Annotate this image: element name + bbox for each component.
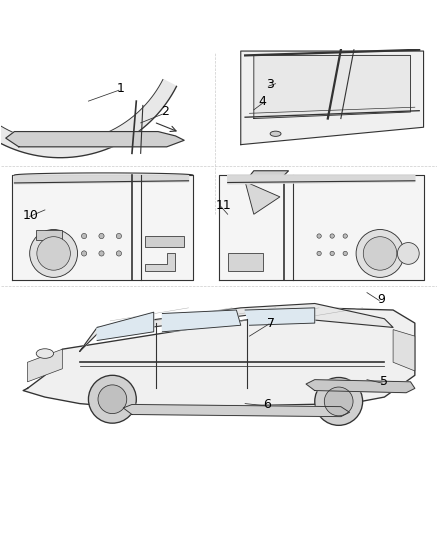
Text: 3: 3 <box>266 78 274 91</box>
Polygon shape <box>306 379 415 393</box>
Polygon shape <box>254 55 410 118</box>
Circle shape <box>363 237 397 270</box>
Text: 7: 7 <box>267 317 275 329</box>
Text: 4: 4 <box>258 95 266 109</box>
Circle shape <box>81 251 87 256</box>
Polygon shape <box>12 175 193 279</box>
Polygon shape <box>6 132 184 147</box>
Circle shape <box>397 243 419 264</box>
Text: 10: 10 <box>23 208 39 222</box>
Polygon shape <box>28 349 62 382</box>
Polygon shape <box>145 236 184 247</box>
Circle shape <box>343 251 347 256</box>
Text: 5: 5 <box>380 375 389 389</box>
Text: 11: 11 <box>215 199 231 212</box>
Polygon shape <box>219 175 424 279</box>
Circle shape <box>30 230 78 277</box>
Text: 1: 1 <box>117 83 125 95</box>
Polygon shape <box>145 254 176 271</box>
Circle shape <box>98 385 127 414</box>
Polygon shape <box>0 79 177 158</box>
Text: 6: 6 <box>263 398 271 411</box>
Circle shape <box>317 234 321 238</box>
Circle shape <box>330 234 334 238</box>
Circle shape <box>330 251 334 256</box>
Polygon shape <box>228 254 262 271</box>
Polygon shape <box>228 175 415 184</box>
Polygon shape <box>245 182 280 214</box>
Text: 9: 9 <box>377 293 385 305</box>
Polygon shape <box>393 329 415 371</box>
Polygon shape <box>241 51 424 144</box>
Circle shape <box>315 377 363 425</box>
Polygon shape <box>245 308 315 325</box>
Bar <box>36 230 62 240</box>
Polygon shape <box>123 405 350 417</box>
Circle shape <box>317 251 321 256</box>
Circle shape <box>356 230 404 277</box>
Circle shape <box>99 251 104 256</box>
Polygon shape <box>245 171 289 182</box>
Circle shape <box>81 233 87 239</box>
Ellipse shape <box>36 349 53 358</box>
Circle shape <box>37 237 71 270</box>
Ellipse shape <box>270 131 281 136</box>
Circle shape <box>116 251 121 256</box>
Polygon shape <box>23 308 415 408</box>
Polygon shape <box>162 310 241 332</box>
Circle shape <box>116 233 121 239</box>
Circle shape <box>88 375 136 423</box>
Text: 2: 2 <box>161 106 169 118</box>
Circle shape <box>343 234 347 238</box>
Polygon shape <box>14 175 188 184</box>
Circle shape <box>324 387 353 416</box>
Polygon shape <box>97 312 154 341</box>
Circle shape <box>99 233 104 239</box>
Polygon shape <box>80 303 393 351</box>
